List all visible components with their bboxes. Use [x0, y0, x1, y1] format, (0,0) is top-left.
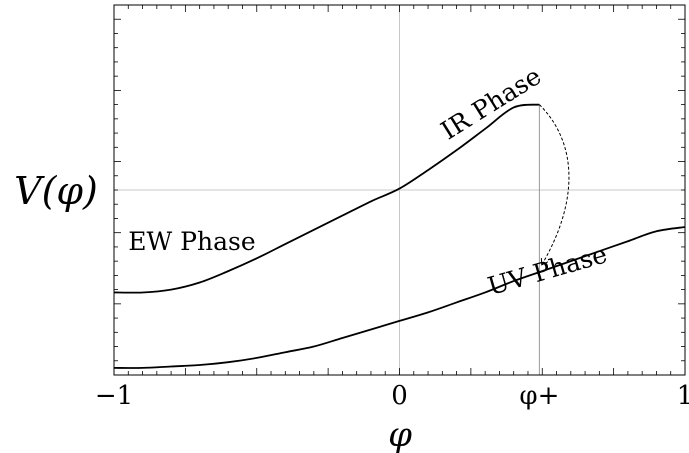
x-tick-label: −1 [95, 381, 133, 411]
annotation-label: EW Phase [128, 227, 255, 256]
plot-frame [113, 4, 686, 376]
transition-arrow [539, 104, 570, 264]
x-tick-label: φ+ [519, 381, 559, 411]
annotation-label: UV Phase [485, 239, 611, 301]
annotation-label: IR Phase [436, 61, 546, 145]
series-line-1 [113, 226, 686, 369]
x-tick-label: 0 [391, 381, 408, 411]
series-line-0 [113, 103, 540, 294]
x-axis-label: φ [388, 415, 412, 453]
x-tick-label: 1 [677, 381, 689, 411]
y-axis-label: V(φ) [14, 169, 98, 213]
